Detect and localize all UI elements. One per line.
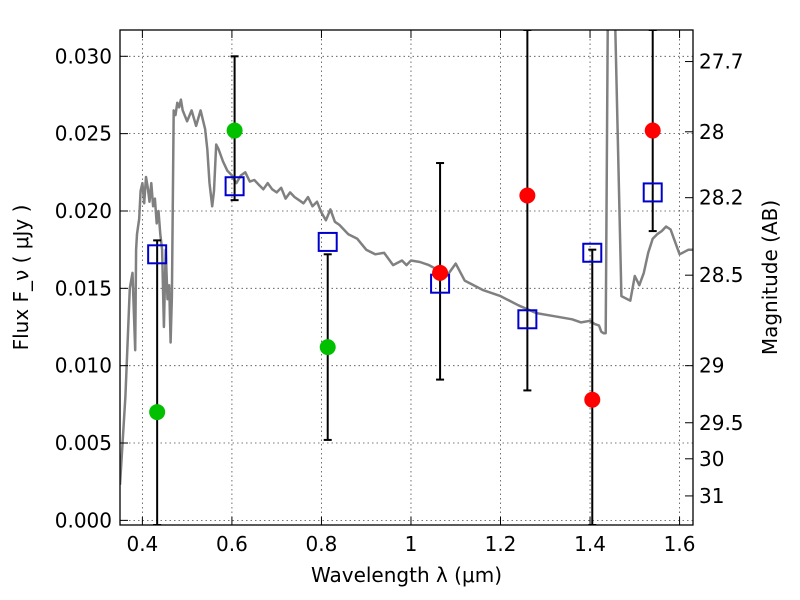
magnitude-tick-label: 29 <box>699 354 724 378</box>
y-tick-label: 0.005 <box>55 431 112 455</box>
green-point <box>226 122 243 139</box>
magnitude-tick-label: 27.7 <box>699 50 744 74</box>
red-point <box>584 391 601 408</box>
magnitude-tick-label: 30 <box>699 447 724 471</box>
error-bars <box>153 30 657 525</box>
x-tick-label: 1 <box>405 532 418 556</box>
magnitude-tick-label: 28.5 <box>699 263 744 287</box>
plot-frame <box>119 29 694 526</box>
square-marker <box>517 309 538 330</box>
x-tick-label: 1.4 <box>574 532 606 556</box>
square-marker <box>317 231 338 252</box>
x-tick-label: 0.6 <box>216 532 248 556</box>
y-axis-label: Flux F_ν ( μJy ) <box>9 205 33 351</box>
magnitude-tick-label: 31 <box>699 484 724 508</box>
x-tick-label: 0.4 <box>126 532 158 556</box>
red-point <box>519 187 536 204</box>
red-point <box>432 264 449 281</box>
square-marker <box>582 242 603 263</box>
y-tick-label: 0.015 <box>55 276 112 300</box>
x-tick-label: 1.6 <box>664 532 696 556</box>
grid-lines <box>120 30 693 525</box>
red-point <box>644 122 661 139</box>
magnitude-tick-label: 28 <box>699 120 724 144</box>
magnitude-tick-label: 29.5 <box>699 411 744 435</box>
green-point <box>319 339 336 356</box>
magnitude-axis-label: Magnitude (AB) <box>758 200 782 355</box>
x-axis-label: Wavelength λ (μm) <box>311 563 502 587</box>
magnitude-tick-label: 28.2 <box>699 186 744 210</box>
square-marker <box>147 244 168 265</box>
green-point <box>149 404 166 421</box>
y-tick-label: 0.030 <box>55 44 112 68</box>
y-tick-label: 0.025 <box>55 122 112 146</box>
y-tick-label: 0.010 <box>55 354 112 378</box>
square-marker <box>224 176 245 197</box>
y-tick-label: 0.000 <box>55 508 112 532</box>
y-tick-label: 0.020 <box>55 199 112 223</box>
square-marker <box>642 182 663 203</box>
x-tick-label: 0.8 <box>306 532 338 556</box>
model-spectrum-line <box>120 30 693 485</box>
x-tick-label: 1.2 <box>485 532 517 556</box>
